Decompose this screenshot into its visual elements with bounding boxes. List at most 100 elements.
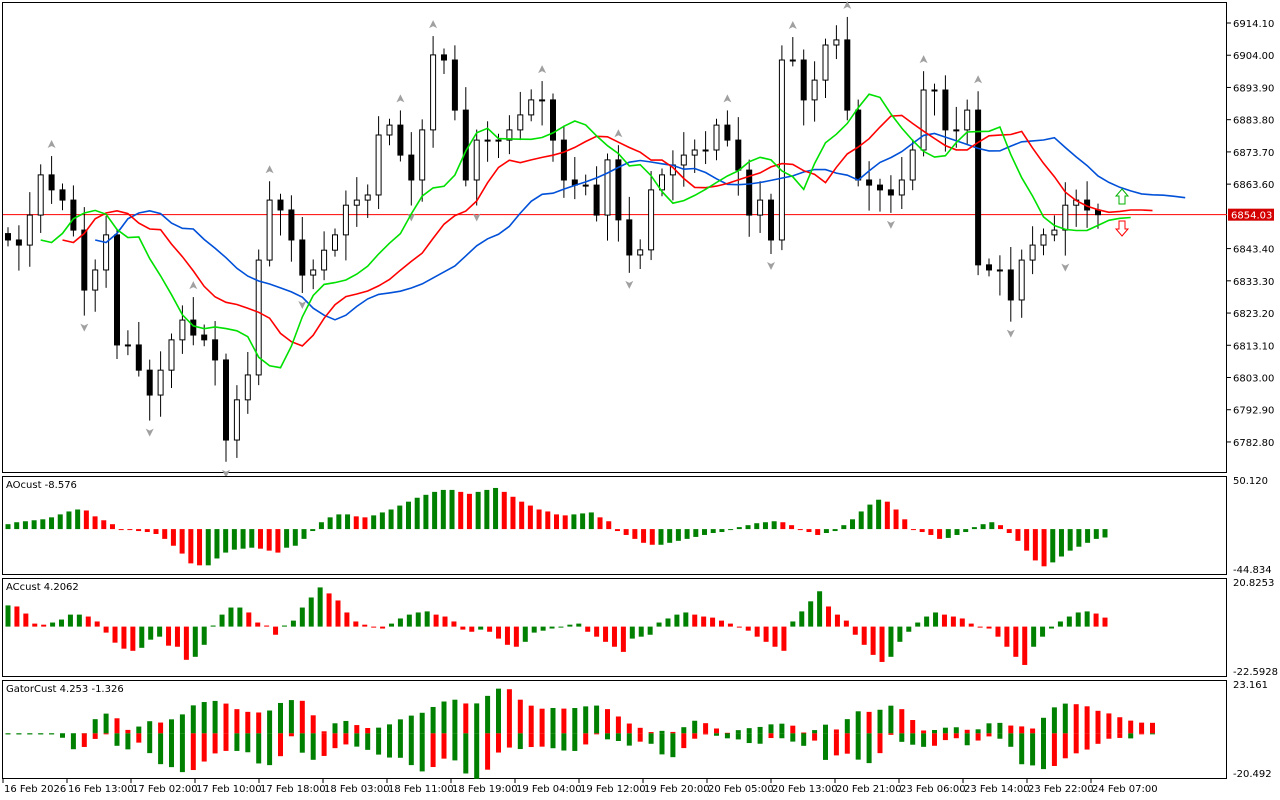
- gator-upper-bar: [190, 705, 196, 734]
- ac-bar: [335, 600, 341, 627]
- fractal-down-icon: [1061, 263, 1070, 272]
- gator-lower-bar: [387, 733, 392, 758]
- ac-bar: [59, 619, 65, 627]
- ac-bar: [549, 626, 555, 629]
- ao-bar: [545, 511, 551, 530]
- ao-bar: [1024, 529, 1030, 551]
- ac-panel[interactable]: ACcust 4.2062 20.8253 -22.5928: [2, 578, 1278, 678]
- ac-bar: [897, 626, 903, 642]
- ao-bar: [858, 511, 864, 530]
- bull-candle: [168, 339, 175, 371]
- gator-upper-bar: [812, 730, 818, 734]
- bear-candle: [146, 369, 153, 396]
- gator-lower-bar: [288, 733, 294, 737]
- ac-bar: [567, 624, 573, 627]
- time-tick-label: 18 Feb 11:00: [388, 784, 454, 795]
- ao-bar: [1058, 529, 1064, 557]
- gator-lower-bar: [757, 733, 763, 744]
- gator-panel[interactable]: GatorCust 4.253 -1.326 23.161 -20.492: [2, 680, 1272, 780]
- main-price-panel[interactable]: [2, 0, 1228, 478]
- gator-lower-bar: [212, 733, 218, 754]
- ao-bar: [240, 529, 246, 549]
- ac-bar: [950, 616, 956, 627]
- ac-bar: [228, 607, 234, 627]
- ao-bar: [14, 522, 20, 530]
- gator-lower-bar: [27, 733, 33, 735]
- ao-panel[interactable]: AOcust -8.576 50.120 -44.834: [2, 476, 1272, 576]
- bull-candle: [506, 129, 513, 141]
- gator-lower-bar: [921, 733, 927, 747]
- ao-bar: [963, 529, 969, 533]
- gator-upper-bar: [1128, 720, 1134, 734]
- bull-candle: [898, 179, 905, 196]
- gator-lower-bar: [278, 733, 283, 757]
- ao-bar: [1006, 529, 1012, 534]
- ac-bar: [1022, 626, 1028, 665]
- ao-bar: [292, 529, 298, 546]
- fractal-up-icon: [919, 55, 928, 64]
- gator-upper-bar: [1073, 704, 1079, 734]
- gator-upper-bar: [942, 727, 948, 734]
- gator-lower-bar: [245, 733, 251, 753]
- time-tick-label: 19 Feb 12:00: [580, 784, 646, 795]
- gator-lower-bar: [648, 733, 654, 744]
- ac-axis-max: 20.8253: [1233, 578, 1274, 589]
- ao-bar: [449, 489, 455, 530]
- ao-bar: [223, 529, 229, 553]
- ao-bar: [371, 515, 377, 530]
- gator-lower-bar: [953, 733, 959, 739]
- bull-candle: [473, 139, 480, 181]
- ac-bar: [603, 626, 609, 642]
- gator-lower-bar: [855, 733, 861, 760]
- ao-bar: [719, 529, 725, 533]
- gator-lower-bar: [561, 733, 567, 751]
- bear-candle: [212, 339, 219, 361]
- ac-bar: [290, 620, 296, 627]
- ao-bar: [597, 517, 603, 530]
- ac-bar: [861, 626, 867, 645]
- bear-candle: [441, 54, 447, 61]
- bear-candle: [408, 154, 415, 181]
- fractal-down-icon: [222, 469, 230, 478]
- gator-upper-bar: [757, 726, 763, 734]
- fractal-up-icon: [396, 94, 405, 103]
- ac-bar: [415, 612, 421, 627]
- ac-bar: [362, 624, 368, 627]
- ac-bar: [629, 626, 635, 639]
- gator-lower-bar: [136, 733, 142, 743]
- ao-bar: [1076, 529, 1082, 547]
- ac-bar: [745, 626, 751, 631]
- ac-bar: [121, 626, 127, 649]
- fractal-up-icon: [788, 21, 797, 30]
- gator-upper-bar: [212, 700, 218, 734]
- gator-lower-bar: [910, 733, 916, 745]
- ac-bar: [139, 626, 145, 648]
- ao-bar: [675, 529, 681, 541]
- bear-candle: [5, 233, 11, 241]
- ao-bar: [284, 529, 290, 548]
- gator-lower-bar: [637, 733, 643, 742]
- gator-upper-bar: [256, 712, 262, 734]
- gator-upper-bar: [201, 702, 207, 734]
- ac-bar: [852, 626, 858, 635]
- ac-bar: [879, 626, 885, 662]
- gator-upper-bar: [343, 720, 349, 734]
- ao-bar: [580, 513, 586, 530]
- bull-candle: [931, 89, 938, 92]
- gator-lower-bar: [16, 733, 22, 735]
- bull-candle: [691, 149, 698, 156]
- ac-bar: [442, 616, 448, 627]
- ac-bar: [647, 626, 653, 635]
- ac-bar: [843, 620, 849, 627]
- ac-bar: [14, 606, 20, 627]
- gator-upper-bar: [746, 728, 752, 734]
- price-tick-label: 6863.60: [1233, 180, 1274, 191]
- bull-candle: [833, 39, 840, 46]
- ao-bar: [1102, 529, 1108, 538]
- time-tick-label: 17 Feb 10:00: [196, 784, 262, 795]
- ac-bar: [558, 626, 564, 628]
- bull-candle: [103, 234, 110, 271]
- current-price-label: 6854.03: [1231, 211, 1272, 222]
- ac-bar: [826, 606, 832, 627]
